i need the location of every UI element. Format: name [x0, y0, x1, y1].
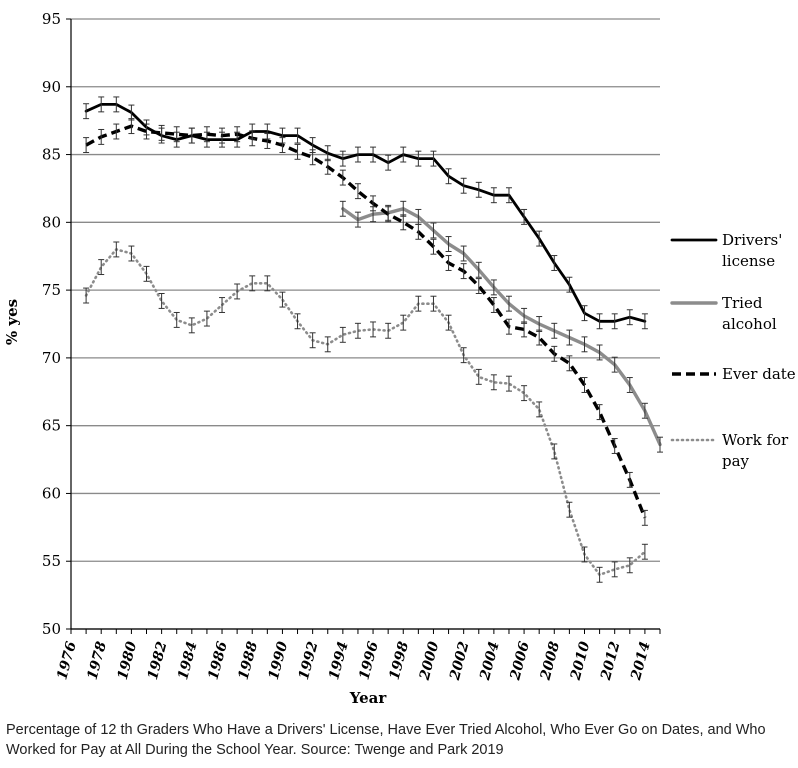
x-tick-label: 1998 — [387, 640, 413, 682]
x-tick-label: 2008 — [537, 640, 563, 683]
y-tick-labels: 50 55 60 65 70 75 80 85 90 95 — [42, 10, 61, 638]
x-tick-label: 2010 — [568, 640, 594, 683]
x-tick-label: 1990 — [266, 640, 292, 682]
axes — [66, 18, 661, 634]
y-tick-label: 75 — [42, 281, 61, 299]
grid-lines — [71, 18, 660, 630]
x-tick-label: 1980 — [115, 640, 141, 682]
x-tick-label: 2004 — [477, 640, 503, 683]
y-tick-label: 95 — [42, 10, 61, 28]
legend-label-3: pay — [722, 452, 750, 470]
x-tick-label: 1984 — [175, 640, 201, 682]
legend-label-1: alcohol — [722, 315, 777, 333]
series-lines — [84, 103, 662, 577]
legend-label-2: Ever date — [722, 365, 796, 383]
figure-caption: Percentage of 12 th Graders Who Have a D… — [6, 722, 766, 758]
y-tick-label: 60 — [42, 484, 61, 502]
x-tick-label: 1986 — [205, 640, 231, 682]
y-axis-title: % yes — [3, 299, 21, 345]
x-tick-label: 1996 — [356, 640, 382, 682]
y-tick-label: 70 — [42, 349, 61, 367]
y-tick-label: 55 — [42, 552, 61, 570]
x-tick-label: 2014 — [628, 640, 654, 683]
y-tick-label: 90 — [42, 78, 61, 96]
y-tick-label: 50 — [42, 620, 61, 638]
x-tick-label: 2000 — [417, 640, 443, 683]
legend: Drivers' license Tried alcohol Ever date Work… — [670, 231, 796, 470]
legend-label-3: Work for — [722, 431, 789, 449]
x-tick-label: 1994 — [326, 640, 352, 682]
x-tick-label: 1988 — [236, 640, 262, 682]
x-tick-labels: 1976 1978 1980 1982 1984 1986 1988 1990 1992 1994… — [54, 640, 653, 683]
x-tick-label: 1992 — [296, 640, 322, 682]
series-line-1 — [341, 207, 662, 447]
y-tick-label: 80 — [42, 213, 61, 231]
x-tick-label: 2002 — [447, 640, 473, 683]
series-line-2 — [85, 124, 647, 519]
x-tick-label: 1982 — [145, 640, 171, 682]
legend-label-1: Tried — [722, 294, 763, 312]
x-axis-title: Year — [349, 689, 388, 707]
x-tick-label: 1976 — [54, 640, 80, 682]
x-tick-label: 2006 — [507, 640, 533, 683]
y-tick-label: 65 — [42, 417, 61, 435]
y-tick-label: 85 — [42, 146, 61, 164]
series-line-0 — [84, 103, 647, 323]
series-line-3 — [84, 248, 647, 577]
x-tick-label: 1978 — [85, 640, 111, 682]
legend-label-0: license — [722, 252, 775, 270]
x-tick-label: 2012 — [598, 640, 624, 683]
error-bars — [83, 96, 663, 583]
legend-label-0: Drivers' — [722, 231, 782, 249]
